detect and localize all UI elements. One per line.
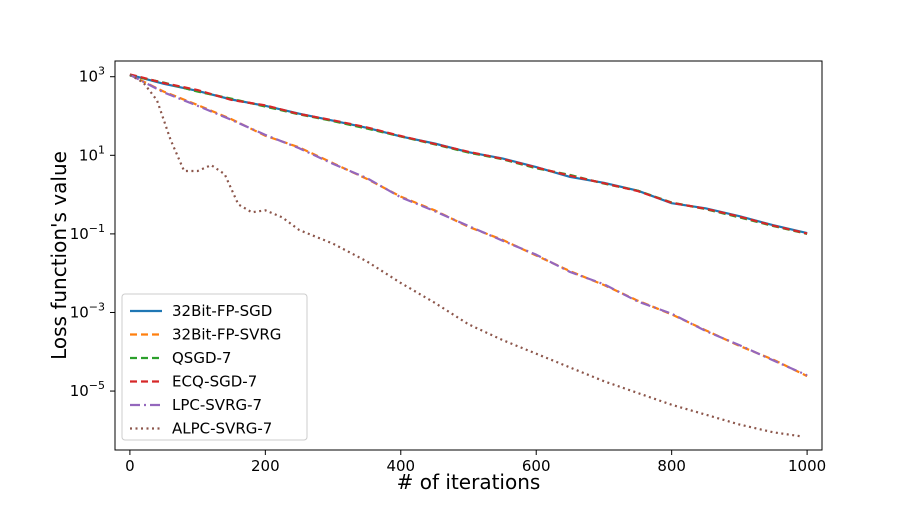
x-tick-label: 600 xyxy=(522,457,551,475)
series-line-4 xyxy=(129,73,808,235)
legend-frame xyxy=(121,293,308,441)
y-tick-label: 103 xyxy=(79,65,105,86)
y-tick-label: 101 xyxy=(79,143,105,164)
plot-frame xyxy=(114,60,823,451)
x-axis-label: # of iterations xyxy=(397,470,541,494)
legend-label: QSGD-7 xyxy=(172,349,231,367)
x-tick-label: 0 xyxy=(125,457,135,475)
x-tick-label: 1000 xyxy=(788,457,826,475)
legend-label: 32Bit-FP-SGD xyxy=(172,302,272,320)
legend-label: ECQ-SGD-7 xyxy=(172,373,257,391)
x-tick-label: 200 xyxy=(251,457,280,475)
legend-label: 32Bit-FP-SVRG xyxy=(172,326,281,344)
series-line-6 xyxy=(129,73,801,438)
legend: 32Bit-FP-SGD 32Bit-FP-SVRG QSGD-7 ECQ-SGD-7… xyxy=(121,293,308,441)
y-tick-label: 10−5 xyxy=(70,379,105,400)
y-axis: 103 101 10−1 10−3 10−5 xyxy=(70,65,115,400)
series-line-5 xyxy=(129,73,808,377)
series-layer xyxy=(129,73,808,438)
x-tick-label: 800 xyxy=(657,457,686,475)
y-axis-label: Loss function's value xyxy=(47,151,71,360)
x-axis: 0 200 400 600 800 1000 xyxy=(125,450,826,475)
legend-label: ALPC-SVRG-7 xyxy=(172,420,272,438)
legend-label: LPC-SVRG-7 xyxy=(172,396,262,414)
y-tick-label: 10−3 xyxy=(70,300,105,321)
x-tick-label: 400 xyxy=(386,457,415,475)
y-tick-label: 10−1 xyxy=(70,222,105,243)
